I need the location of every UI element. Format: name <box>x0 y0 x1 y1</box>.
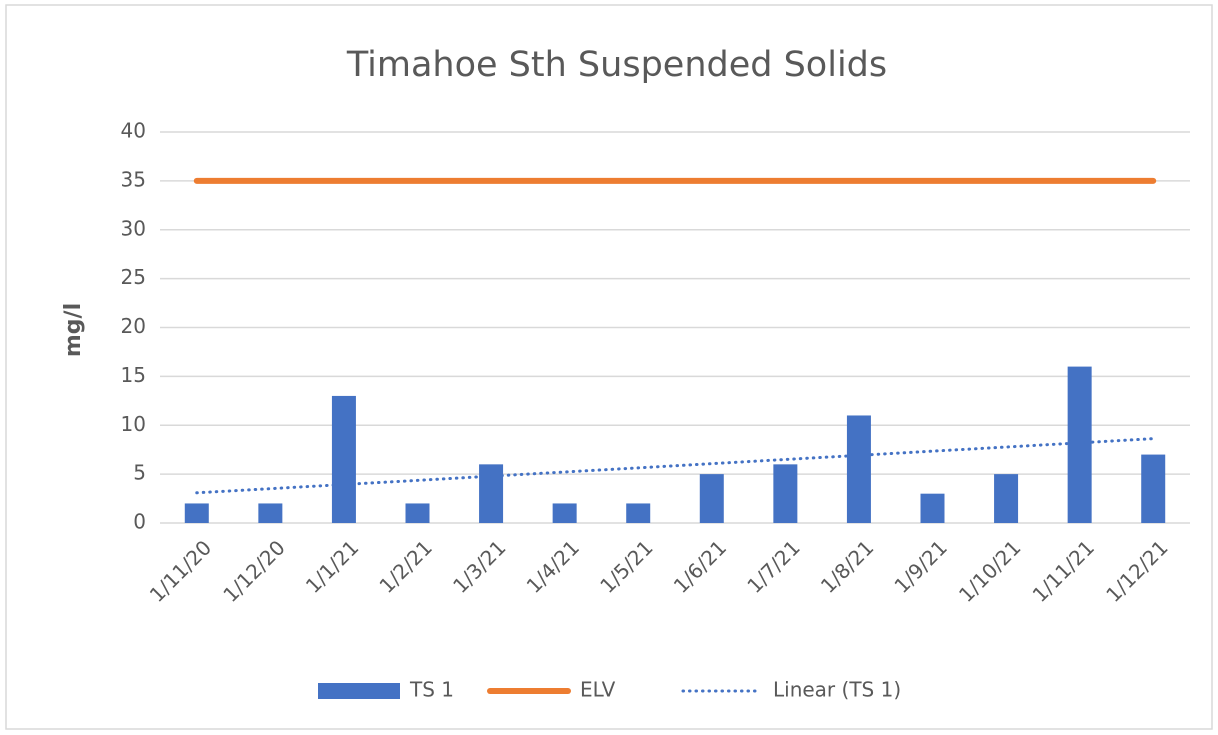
legend-label: TS 1 <box>409 678 454 702</box>
bar <box>331 395 356 523</box>
y-tick-label: 10 <box>121 412 146 436</box>
bar <box>479 464 504 523</box>
bar <box>1141 454 1166 523</box>
y-tick-label: 25 <box>121 265 146 289</box>
bar <box>626 503 651 523</box>
bar <box>994 474 1019 523</box>
y-tick-label: 35 <box>121 167 146 191</box>
bar <box>405 503 430 523</box>
y-tick-label: 20 <box>121 314 146 338</box>
bar <box>920 493 945 523</box>
legend-label: ELV <box>580 678 616 702</box>
y-axis-label: mg/l <box>61 303 86 357</box>
bar <box>1067 366 1092 523</box>
chart-title: Timahoe Sth Suspended Solids <box>346 45 887 85</box>
y-tick-label: 30 <box>121 216 146 240</box>
legend-swatch <box>318 683 400 699</box>
y-tick-label: 0 <box>133 510 146 534</box>
bar <box>773 464 798 523</box>
y-tick-label: 15 <box>121 363 146 387</box>
y-tick-label: 40 <box>121 119 146 143</box>
bar <box>699 474 724 523</box>
chart-border <box>5 4 1213 730</box>
y-tick-label: 5 <box>133 461 146 485</box>
legend-label: Linear (TS 1) <box>773 678 901 702</box>
bar <box>184 503 209 523</box>
bar <box>552 503 577 523</box>
bar <box>846 415 871 523</box>
trend-line <box>195 437 1155 495</box>
bar <box>258 503 283 523</box>
